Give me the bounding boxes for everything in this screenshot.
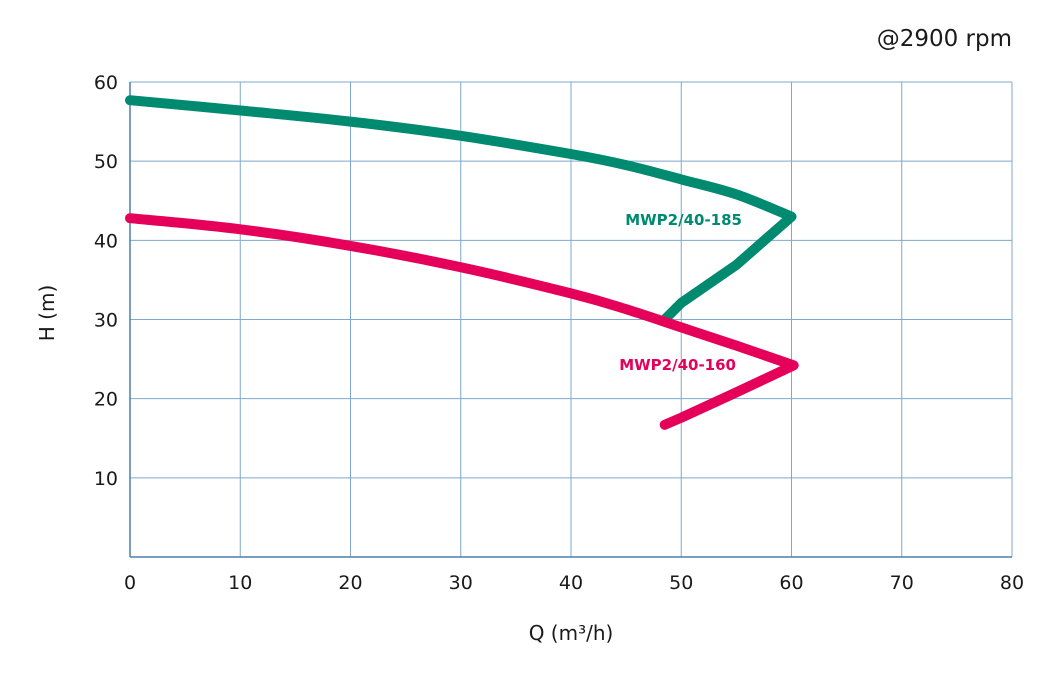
x-tick-label-80: 80 — [1000, 572, 1024, 594]
grid — [130, 81, 1013, 557]
y-axis-label: H (m) — [35, 285, 59, 341]
x-tick-label-30: 30 — [449, 572, 473, 594]
y-tick-label-50: 50 — [94, 151, 118, 173]
x-tick-label-70: 70 — [890, 572, 914, 594]
series-label-mwp2-40-185: MWP2/40-185 — [625, 211, 742, 229]
y-tick-label-40: 40 — [94, 230, 118, 252]
rpm-annotation: @2900 rpm — [877, 26, 1012, 52]
series-label-mwp2-40-160: MWP2/40-160 — [619, 356, 736, 374]
axes — [129, 82, 1012, 558]
x-axis-label: Q (m³/h) — [529, 621, 614, 645]
x-tick-label-50: 50 — [669, 572, 693, 594]
x-tick-label-40: 40 — [559, 572, 583, 594]
y-tick-label-60: 60 — [94, 72, 118, 94]
y-tick-label-20: 20 — [94, 389, 118, 411]
y-tick-label-30: 30 — [94, 310, 118, 332]
y-tick-label-10: 10 — [94, 468, 118, 490]
series-group — [125, 95, 799, 430]
x-tick-label-60: 60 — [779, 572, 803, 594]
tick-labels: 0 10 20 30 40 50 60 70 80 10 20 30 40 50 60 — [94, 72, 1024, 594]
series-line-mwp2-40-160 — [125, 213, 799, 430]
x-tick-label-0: 0 — [124, 572, 136, 594]
x-tick-label-10: 10 — [228, 572, 252, 594]
x-tick-label-20: 20 — [338, 572, 362, 594]
series-line-mwp2-40-185 — [125, 95, 797, 325]
